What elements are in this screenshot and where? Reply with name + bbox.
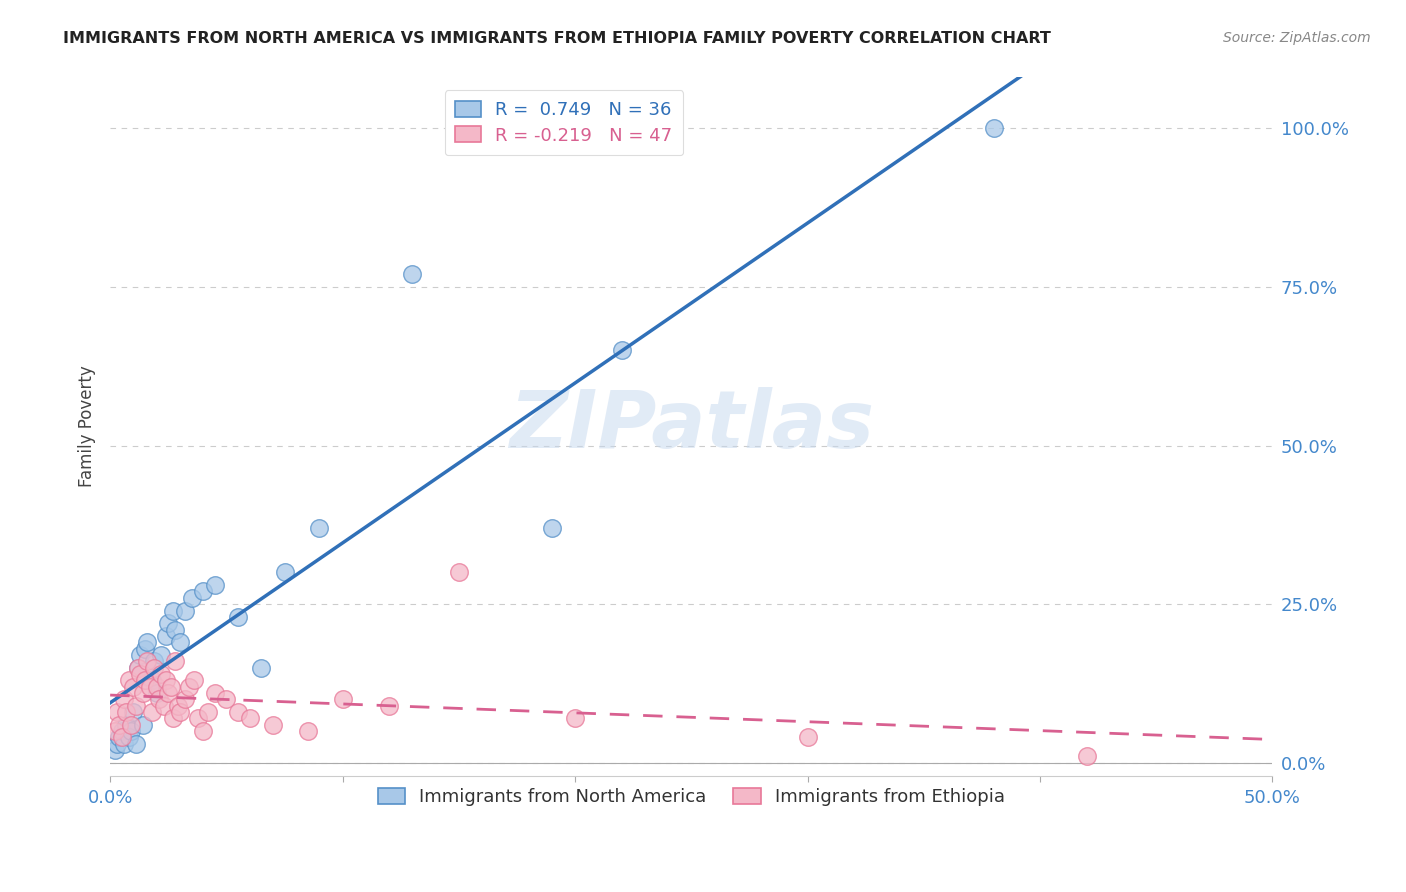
Point — [136, 654, 159, 668]
Point — [150, 648, 173, 662]
Point — [152, 698, 174, 713]
Point — [127, 660, 149, 674]
Point — [134, 673, 156, 688]
Point — [226, 610, 249, 624]
Point — [155, 673, 177, 688]
Point — [273, 566, 295, 580]
Point — [136, 635, 159, 649]
Point — [143, 654, 166, 668]
Point — [215, 692, 238, 706]
Point — [165, 654, 187, 668]
Point — [122, 680, 145, 694]
Point — [134, 641, 156, 656]
Point — [378, 698, 401, 713]
Point — [129, 648, 152, 662]
Legend: Immigrants from North America, Immigrants from Ethiopia: Immigrants from North America, Immigrant… — [368, 779, 1014, 815]
Y-axis label: Family Poverty: Family Poverty — [79, 366, 96, 487]
Point — [131, 686, 153, 700]
Point — [297, 724, 319, 739]
Point — [162, 603, 184, 617]
Point — [104, 724, 127, 739]
Point — [127, 660, 149, 674]
Point — [250, 660, 273, 674]
Point — [226, 705, 249, 719]
Point — [138, 680, 160, 694]
Point — [308, 521, 330, 535]
Point — [183, 673, 205, 688]
Point — [197, 705, 219, 719]
Point — [157, 616, 180, 631]
Point — [187, 711, 209, 725]
Point — [191, 584, 214, 599]
Point — [131, 717, 153, 731]
Point — [564, 711, 586, 725]
Point — [108, 731, 131, 745]
Point — [141, 673, 163, 688]
Point — [332, 692, 354, 706]
Point — [1076, 749, 1098, 764]
Point — [540, 521, 562, 535]
Point — [155, 629, 177, 643]
Point — [401, 267, 423, 281]
Point — [111, 731, 134, 745]
Point — [610, 343, 633, 358]
Point — [796, 731, 818, 745]
Point — [112, 737, 135, 751]
Point — [118, 673, 141, 688]
Point — [148, 692, 170, 706]
Point — [129, 667, 152, 681]
Point — [122, 705, 145, 719]
Point — [145, 680, 167, 694]
Point — [111, 724, 134, 739]
Point — [105, 737, 128, 751]
Point — [157, 686, 180, 700]
Point — [141, 705, 163, 719]
Point — [143, 660, 166, 674]
Text: ZIPatlas: ZIPatlas — [509, 387, 873, 466]
Point — [118, 731, 141, 745]
Point — [115, 705, 138, 719]
Point — [191, 724, 214, 739]
Text: IMMIGRANTS FROM NORTH AMERICA VS IMMIGRANTS FROM ETHIOPIA FAMILY POVERTY CORRELA: IMMIGRANTS FROM NORTH AMERICA VS IMMIGRA… — [63, 31, 1052, 46]
Point — [105, 705, 128, 719]
Point — [169, 635, 191, 649]
Point — [159, 680, 181, 694]
Point — [165, 623, 187, 637]
Point — [120, 724, 142, 739]
Point — [108, 717, 131, 731]
Point — [262, 717, 284, 731]
Point — [104, 743, 127, 757]
Point — [239, 711, 262, 725]
Point — [162, 711, 184, 725]
Point — [125, 698, 148, 713]
Point — [179, 680, 201, 694]
Point — [173, 603, 195, 617]
Point — [145, 686, 167, 700]
Point — [204, 686, 226, 700]
Point — [169, 705, 191, 719]
Point — [173, 692, 195, 706]
Point — [204, 578, 226, 592]
Point — [125, 737, 148, 751]
Point — [150, 667, 173, 681]
Text: Source: ZipAtlas.com: Source: ZipAtlas.com — [1223, 31, 1371, 45]
Point — [120, 717, 142, 731]
Point — [115, 717, 138, 731]
Point — [983, 121, 1005, 136]
Point — [180, 591, 202, 605]
Point — [447, 566, 470, 580]
Point — [112, 692, 135, 706]
Point — [166, 698, 188, 713]
